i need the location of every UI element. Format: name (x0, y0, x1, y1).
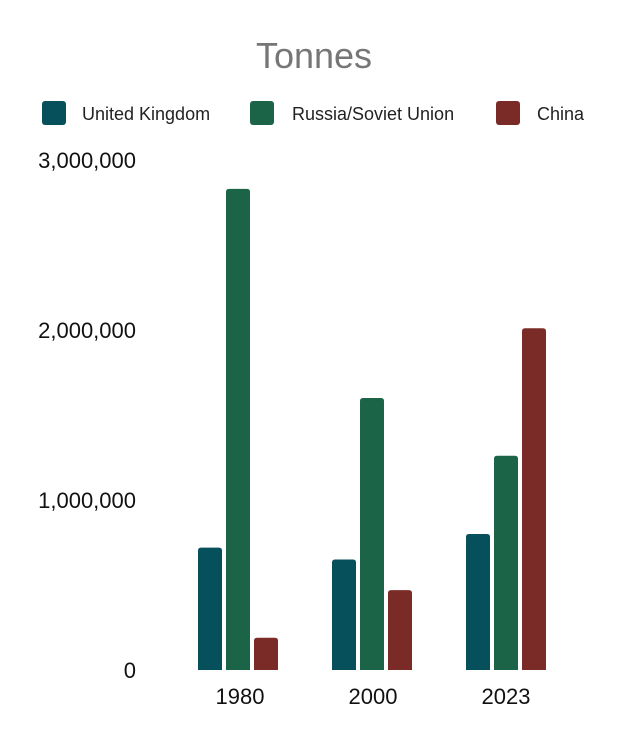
bar-russia-soviet-union-2023 (494, 455, 518, 670)
bar-china-1980 (254, 637, 278, 670)
bar-china-2023 (522, 328, 546, 670)
x-tick-label: 2023 (482, 684, 531, 709)
legend-item: China (496, 101, 585, 125)
legend-label: Russia/Soviet Union (292, 104, 454, 124)
x-axis: 1980 2000 2023 (216, 684, 531, 709)
bar-russia-soviet-union-1980 (226, 188, 250, 670)
chart-title: Tonnes (256, 35, 372, 76)
bar-china-2000 (388, 590, 412, 670)
legend-item: Russia/Soviet Union (250, 101, 454, 125)
bar-united-kingdom-1980 (198, 547, 222, 670)
y-tick-label: 3,000,000 (38, 148, 136, 173)
legend-label: United Kingdom (82, 104, 210, 124)
legend-swatch (250, 101, 274, 125)
legend: United Kingdom Russia/Soviet Union China (42, 101, 585, 125)
legend-item: United Kingdom (42, 101, 210, 125)
bars (198, 188, 546, 670)
legend-swatch (496, 101, 520, 125)
bar-united-kingdom-2023 (466, 534, 490, 670)
y-axis: 0 1,000,000 2,000,000 3,000,000 (38, 148, 136, 683)
legend-label: China (537, 104, 585, 124)
y-tick-label: 2,000,000 (38, 318, 136, 343)
y-tick-label: 1,000,000 (38, 488, 136, 513)
bar-united-kingdom-2000 (332, 559, 356, 670)
legend-swatch (42, 101, 66, 125)
bar-russia-soviet-union-2000 (360, 398, 384, 670)
x-tick-label: 2000 (349, 684, 398, 709)
y-tick-label: 0 (124, 658, 136, 683)
x-tick-label: 1980 (216, 684, 265, 709)
